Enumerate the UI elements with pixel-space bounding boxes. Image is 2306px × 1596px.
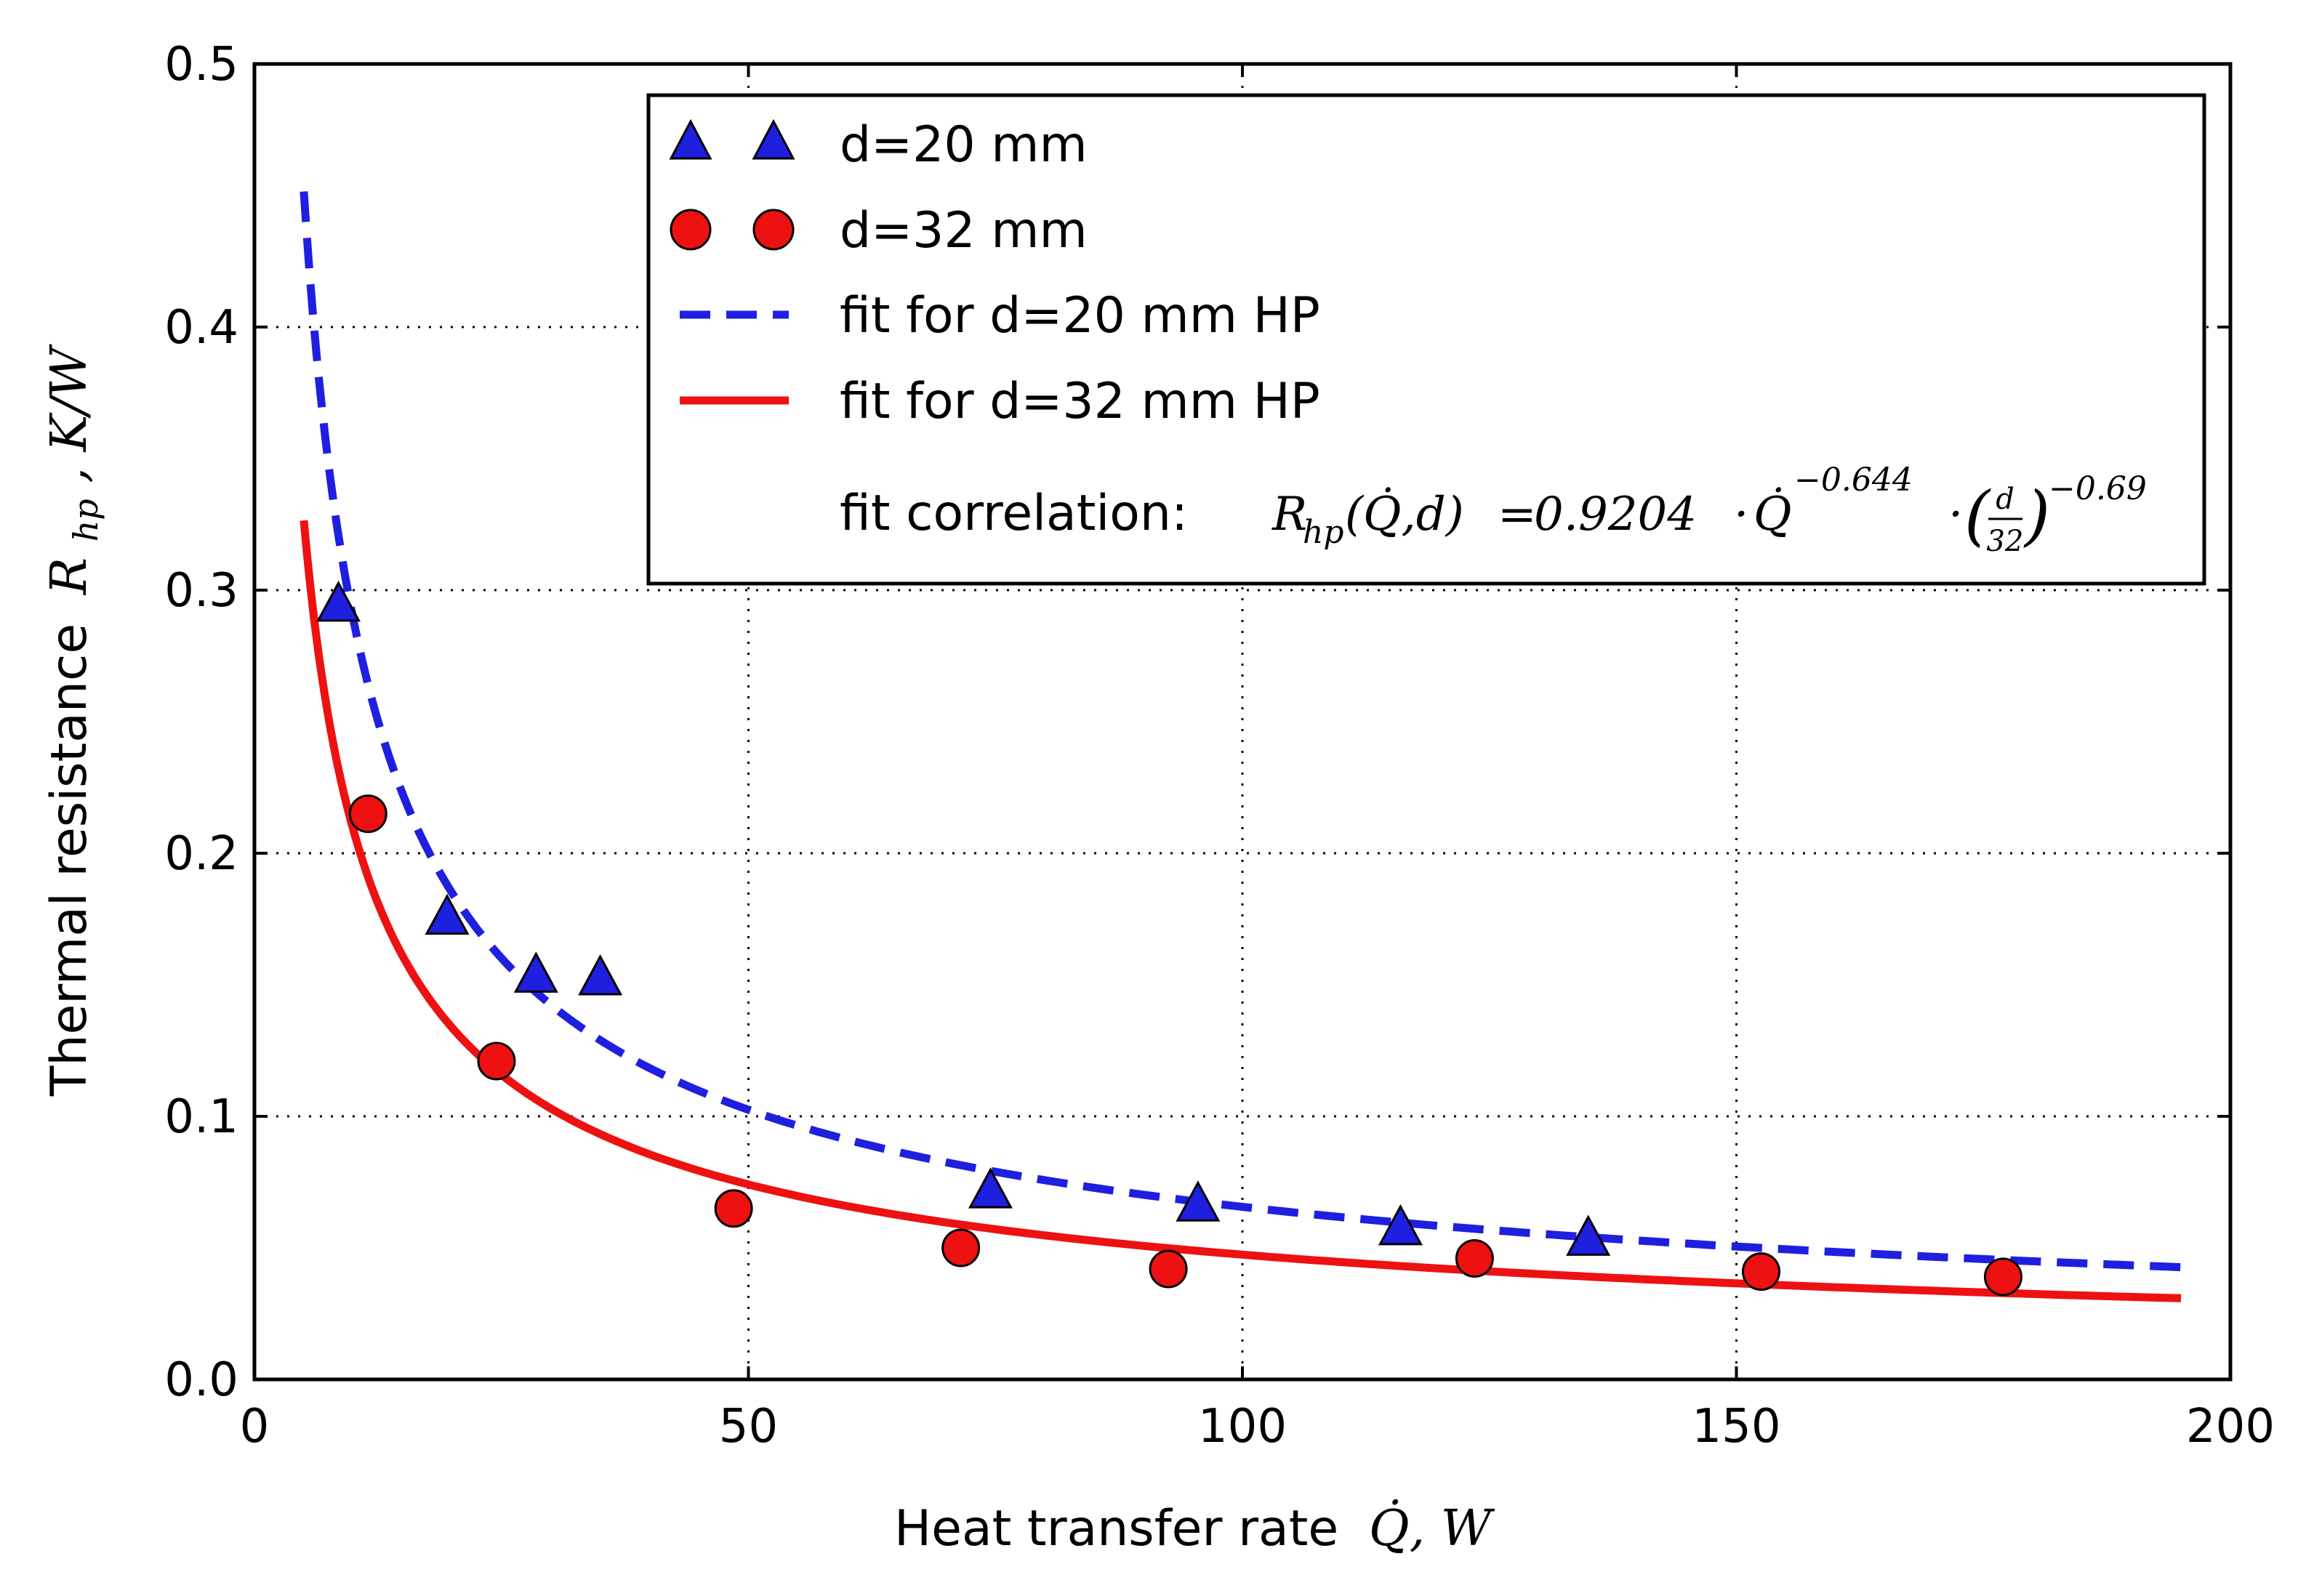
marker-d32-point xyxy=(1741,1252,1780,1291)
formula-frac-den: 32 xyxy=(1987,525,2024,558)
marker-d32-point xyxy=(1983,1257,2022,1297)
fit-correlation-prefix: fit correlation: xyxy=(840,485,1188,542)
legend-triangle-marker xyxy=(669,118,712,160)
x-tick-label: 50 xyxy=(719,1400,778,1454)
formula-paren-close: ) xyxy=(2023,477,2050,554)
marker-d32-point xyxy=(1149,1249,1188,1289)
fit-line-d32 xyxy=(300,520,2182,1302)
y-tick-label: 0.0 xyxy=(164,1353,238,1407)
legend-circle-marker xyxy=(670,209,712,251)
formula-equals: = xyxy=(1498,488,1537,541)
y-axis-label-unit: , K/W xyxy=(41,344,98,483)
y-tick-label: 0.3 xyxy=(164,564,238,618)
legend-label-d20: d=20 mm xyxy=(840,116,1088,174)
formula-exponent: −0.644 xyxy=(1794,462,1913,499)
formula-lhs: R xyxy=(1271,488,1307,541)
marker-d20-point xyxy=(1176,1180,1221,1222)
x-tick-label: 200 xyxy=(2186,1400,2275,1454)
formula-frac-exponent: −0.69 xyxy=(2049,470,2147,507)
marker-d20-point xyxy=(578,954,623,996)
legend-circle-marker xyxy=(752,209,795,251)
formula-coefficient: 0.9204 xyxy=(1534,488,1697,541)
x-axis-label-math: Q̇, W xyxy=(1369,1500,1495,1557)
legend-triangle-marker xyxy=(752,118,795,160)
y-axis-label-sub: hp xyxy=(66,499,105,541)
legend: d=20 mm d=32 mm fit for d=20 mm HP fit f… xyxy=(646,93,2206,586)
legend-label-fit-d20: fit for d=20 mm HP xyxy=(840,287,1320,344)
y-axis-label-text: Thermal resistance xyxy=(41,624,98,1097)
marker-d32-point xyxy=(477,1041,516,1081)
y-tick-label: 0.2 xyxy=(164,827,238,881)
marker-d32-point xyxy=(348,794,387,834)
y-axis-label-math: R xyxy=(41,557,98,596)
formula-lhs-args: (Q̇,d) xyxy=(1345,486,1464,541)
formula-paren-open: ( xyxy=(1964,477,1991,554)
fit-lines xyxy=(300,191,2182,1302)
legend-box xyxy=(646,93,2206,586)
data-markers xyxy=(316,580,2022,1297)
marker-d20-point xyxy=(316,580,361,622)
fit-line-d20 xyxy=(300,191,2182,1272)
marker-d32-point xyxy=(1455,1238,1494,1278)
marker-d20-point xyxy=(425,893,470,935)
y-tick-label: 0.4 xyxy=(164,301,238,355)
y-axis-label: Thermal resistance R hp , K/W xyxy=(41,344,110,1097)
x-axis-label: Heat transfer rate Q̇, W xyxy=(894,1500,1495,1557)
formula-frac-num: d xyxy=(1996,483,2014,516)
ticks: 0 50 100 150 200 0.0 0.1 0.2 0.3 0.4 0.5 xyxy=(164,38,2275,1454)
y-tick-label: 0.1 xyxy=(164,1090,238,1144)
marker-d32-point xyxy=(941,1228,981,1267)
legend-label-fit-d32: fit for d=32 mm HP xyxy=(840,373,1320,430)
x-tick-label: 100 xyxy=(1198,1400,1287,1454)
y-tick-label: 0.5 xyxy=(164,38,238,92)
formula-base: Q̇ xyxy=(1753,486,1791,541)
fit-correlation: fit correlation: R hp (Q̇,d) = 0.9204 · … xyxy=(840,462,2147,558)
formula-dot-2: · xyxy=(1948,488,1963,541)
x-tick-label: 0 xyxy=(240,1400,270,1454)
marker-d20-point xyxy=(513,951,558,993)
marker-d20-point xyxy=(968,1167,1013,1209)
marker-d32-point xyxy=(714,1189,753,1228)
legend-label-d32: d=32 mm xyxy=(840,202,1088,259)
marker-d20-point xyxy=(1566,1214,1611,1256)
formula-dot-1: · xyxy=(1734,488,1748,541)
x-tick-label: 150 xyxy=(1692,1400,1780,1454)
x-axis-label-text: Heat transfer rate xyxy=(894,1500,1338,1557)
formula-lhs-sub: hp xyxy=(1303,514,1344,551)
marker-d20-point xyxy=(1378,1204,1423,1246)
